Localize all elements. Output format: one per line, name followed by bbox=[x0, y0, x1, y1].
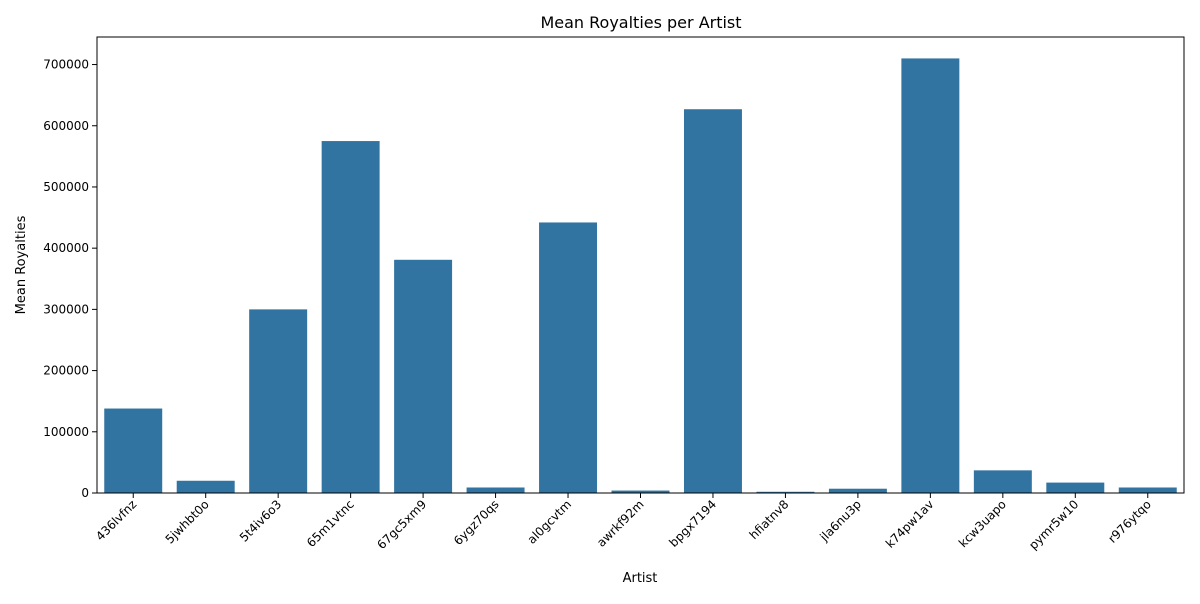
chart-title: Mean Royalties per Artist bbox=[540, 13, 741, 32]
bar-jla6nu3p bbox=[828, 488, 887, 493]
x-tick-label: al0gcvtm bbox=[525, 497, 575, 547]
y-tick-label: 300000 bbox=[43, 302, 89, 316]
bar-hfiatnv8 bbox=[756, 491, 815, 493]
bar-5t4iv6o3 bbox=[249, 309, 308, 493]
x-tick-label: awrkf92m bbox=[594, 497, 646, 549]
x-tick-label: jla6nu3p bbox=[817, 497, 864, 544]
bar-kcw3uapo bbox=[973, 470, 1032, 493]
x-tick-label: k74pw1av bbox=[883, 497, 937, 551]
x-axis: 436lvfnz 5jwhbt0o 5t4iv6o3 65m1vtnc 67gc5xm9… bbox=[93, 493, 1154, 552]
bar-r976ytqo bbox=[1118, 487, 1177, 493]
x-tick-label: r976ytqo bbox=[1105, 497, 1154, 546]
bar-67gc5xm9 bbox=[394, 259, 453, 493]
y-tick-label: 700000 bbox=[43, 58, 89, 72]
y-tick-label: 100000 bbox=[43, 425, 89, 439]
bars-group bbox=[104, 58, 1177, 494]
x-tick-label: 5jwhbt0o bbox=[163, 497, 212, 546]
y-tick-label: 600000 bbox=[43, 119, 89, 133]
x-tick-label: bpgx7194 bbox=[666, 497, 719, 550]
x-tick-label: 65m1vtnc bbox=[304, 497, 357, 550]
bar-bpgx7194 bbox=[683, 109, 742, 494]
x-tick-label: pymr5w10 bbox=[1026, 497, 1081, 552]
x-tick-label: 6ygz70qs bbox=[451, 497, 502, 548]
x-axis-label: Artist bbox=[623, 571, 658, 586]
bar-pymr5w10 bbox=[1046, 482, 1105, 493]
y-tick-label: 0 bbox=[81, 486, 89, 500]
bar-awrkf92m bbox=[611, 490, 670, 493]
x-tick-label: kcw3uapo bbox=[956, 497, 1009, 550]
x-tick-label: 5t4iv6o3 bbox=[237, 497, 284, 544]
x-tick-label: 436lvfnz bbox=[93, 497, 139, 543]
y-tick-label: 500000 bbox=[43, 180, 89, 194]
bar-k74pw1av bbox=[901, 58, 960, 493]
bar-436lvfnz bbox=[104, 408, 163, 493]
x-tick-label: hfiatnv8 bbox=[747, 497, 792, 542]
bar-6ygz70qs bbox=[466, 487, 525, 493]
y-tick-label: 200000 bbox=[43, 364, 89, 378]
y-axis-label: Mean Royalties bbox=[14, 215, 29, 314]
bar-al0gcvtm bbox=[539, 222, 598, 494]
x-tick-label: 67gc5xm9 bbox=[374, 497, 429, 552]
y-tick-label: 400000 bbox=[43, 241, 89, 255]
y-axis: 0 100000 200000 300000 400000 500000 600000 700… bbox=[43, 58, 97, 500]
bar-5jwhbt0o bbox=[176, 480, 235, 493]
plot-frame bbox=[96, 36, 1185, 494]
bar-65m1vtnc bbox=[321, 141, 380, 493]
